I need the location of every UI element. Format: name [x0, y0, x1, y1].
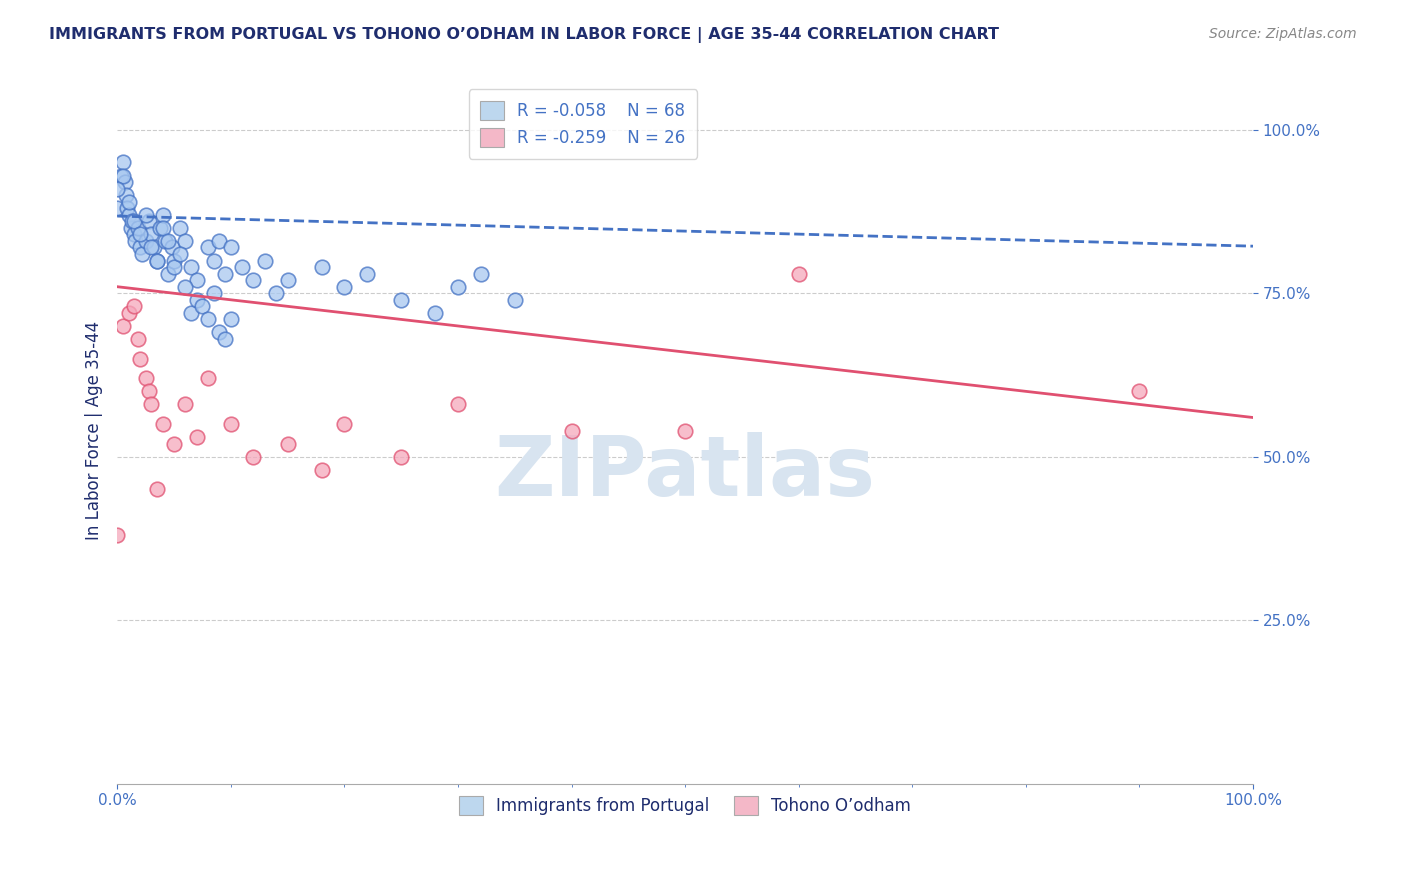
Point [129, 240, 152, 254]
Point [117, 208, 139, 222]
Point [242, 450, 264, 464]
Point [202, 253, 225, 268]
Point [110, 169, 132, 183]
Point [135, 234, 157, 248]
Point [333, 417, 356, 431]
Point [197, 371, 219, 385]
Legend: Immigrants from Portugal, Tohono O’odham: Immigrants from Portugal, Tohono O’odham [450, 786, 921, 825]
Point [153, 234, 176, 248]
Point [673, 424, 696, 438]
Point [105, 181, 128, 195]
Point [356, 267, 378, 281]
Point [219, 312, 242, 326]
Point [180, 260, 202, 274]
Point [129, 227, 152, 242]
Point [208, 326, 231, 340]
Point [219, 417, 242, 431]
Point [111, 318, 134, 333]
Point [122, 227, 145, 242]
Point [114, 175, 136, 189]
Point [1128, 384, 1150, 399]
Point [152, 220, 174, 235]
Point [447, 279, 470, 293]
Point [146, 253, 169, 268]
Point [169, 247, 191, 261]
Point [560, 424, 582, 438]
Point [160, 240, 183, 254]
Point [333, 279, 356, 293]
Point [180, 306, 202, 320]
Point [135, 208, 157, 222]
Point [157, 234, 180, 248]
Point [231, 260, 253, 274]
Point [111, 155, 134, 169]
Text: Source: ZipAtlas.com: Source: ZipAtlas.com [1209, 27, 1357, 41]
Point [105, 201, 128, 215]
Point [470, 267, 492, 281]
Point [131, 247, 153, 261]
Point [219, 240, 242, 254]
Point [277, 436, 299, 450]
Y-axis label: In Labor Force | Age 35-44: In Labor Force | Age 35-44 [86, 321, 103, 541]
Point [117, 194, 139, 209]
Point [389, 293, 412, 307]
Point [503, 293, 526, 307]
Point [138, 384, 160, 399]
Point [121, 214, 143, 228]
Point [447, 397, 470, 411]
Point [129, 351, 152, 366]
Point [186, 273, 208, 287]
Text: ZIPatlas: ZIPatlas [495, 433, 876, 514]
Point [214, 267, 236, 281]
Point [208, 234, 231, 248]
Point [115, 188, 138, 202]
Point [152, 417, 174, 431]
Point [163, 253, 186, 268]
Point [127, 220, 149, 235]
Point [124, 234, 146, 248]
Point [122, 299, 145, 313]
Point [191, 299, 214, 313]
Point [311, 463, 333, 477]
Point [122, 214, 145, 228]
Point [186, 293, 208, 307]
Point [146, 483, 169, 497]
Point [311, 260, 333, 274]
Point [389, 450, 412, 464]
Point [163, 260, 186, 274]
Point [111, 169, 134, 183]
Point [174, 279, 197, 293]
Point [169, 220, 191, 235]
Point [141, 240, 163, 254]
Point [149, 220, 172, 235]
Point [253, 253, 276, 268]
Point [174, 234, 197, 248]
Point [135, 371, 157, 385]
Point [277, 273, 299, 287]
Point [174, 397, 197, 411]
Point [163, 436, 186, 450]
Point [202, 286, 225, 301]
Point [214, 332, 236, 346]
Text: IMMIGRANTS FROM PORTUGAL VS TOHONO O’ODHAM IN LABOR FORCE | AGE 35-44 CORRELATIO: IMMIGRANTS FROM PORTUGAL VS TOHONO O’ODH… [49, 27, 1000, 43]
Point [141, 397, 163, 411]
Point [117, 201, 139, 215]
Point [186, 430, 208, 444]
Point [425, 306, 447, 320]
Point [117, 306, 139, 320]
Point [242, 273, 264, 287]
Point [120, 220, 142, 235]
Point [141, 227, 163, 242]
Point [157, 267, 180, 281]
Point [127, 332, 149, 346]
Point [264, 286, 287, 301]
Point [197, 240, 219, 254]
Point [146, 253, 169, 268]
Point [152, 208, 174, 222]
Point [197, 312, 219, 326]
Point [142, 240, 165, 254]
Point [105, 528, 128, 542]
Point [138, 214, 160, 228]
Point [787, 267, 810, 281]
